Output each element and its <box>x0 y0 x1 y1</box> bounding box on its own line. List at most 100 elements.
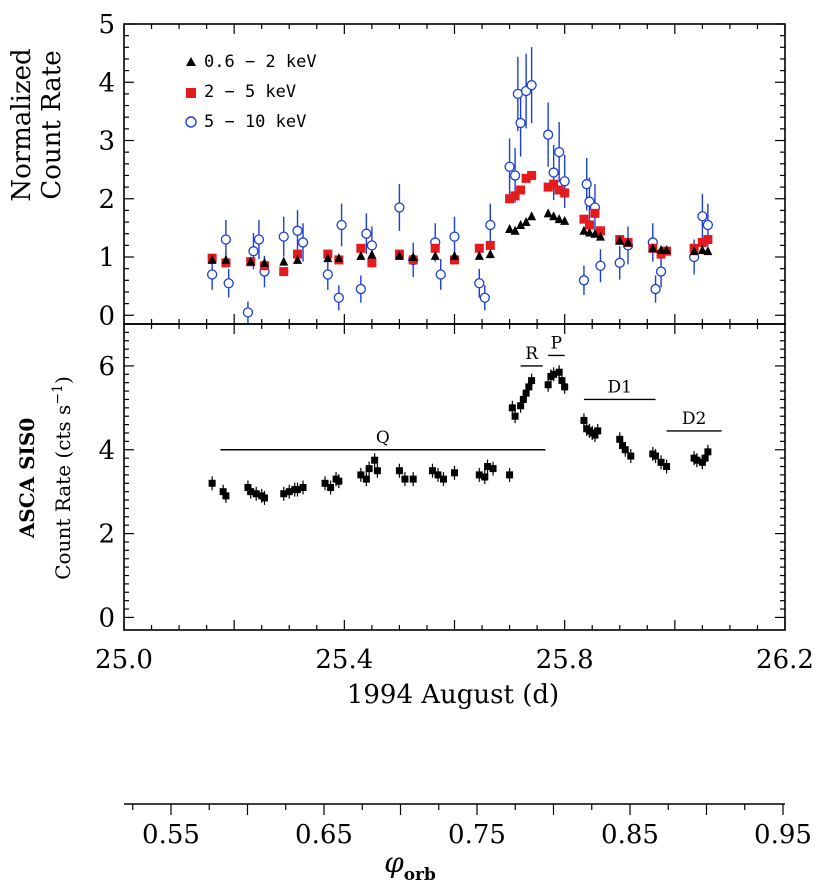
count-rate-point <box>506 471 514 479</box>
top-panel: 0 1 2 3 4 5 Normalized Count Rate 0.6 − 2 keV… <box>7 10 786 331</box>
hard-band-point <box>449 231 460 242</box>
medium-band-point <box>697 237 707 247</box>
hard-band-point <box>292 225 303 236</box>
hard-band-point <box>559 176 570 187</box>
count-rate-point <box>395 467 403 475</box>
medium-band-point <box>554 185 564 195</box>
hard-band-point <box>474 278 485 289</box>
medium-band-point <box>510 191 520 201</box>
x-axis-title: 1994 August (d) <box>347 680 559 710</box>
top-y-tick-label: 5 <box>98 10 115 40</box>
hard-band-point <box>242 307 254 318</box>
legend: 0.6 − 2 keV 2 − 5 keV 5 − 10 keV <box>185 52 317 132</box>
soft-band-point <box>207 254 217 264</box>
soft-band-point <box>510 225 520 235</box>
count-rate-point <box>701 454 709 462</box>
hard-band-point <box>542 129 554 140</box>
count-rate-point <box>484 463 492 471</box>
legend-item-medium: 2 − 5 keV <box>186 82 296 102</box>
soft-band-point <box>662 245 672 255</box>
phase-axis-subscript: orb <box>404 865 436 885</box>
count-rate-point <box>260 494 268 502</box>
legend-label-medium: 2 − 5 keV <box>204 82 296 102</box>
hard-band-point <box>526 80 537 91</box>
count-rate-point <box>519 395 527 403</box>
hard-band-point <box>578 275 590 286</box>
x-tick-label: 25.4 <box>315 645 373 675</box>
top-y-tick-label: 1 <box>98 243 115 273</box>
count-rate-point <box>704 448 712 456</box>
soft-band-point <box>590 228 600 238</box>
medium-band-point <box>505 194 515 204</box>
soft-band-point <box>334 253 344 263</box>
segment-label: D1 <box>608 377 632 397</box>
count-rate-point <box>327 483 335 491</box>
hard-band-point <box>366 240 378 251</box>
count-rate-point <box>285 488 293 496</box>
soft-band-point <box>279 256 289 266</box>
count-rate-point <box>561 383 569 391</box>
medium-band-point <box>356 243 366 253</box>
top-ylabel-line2: Count Rate <box>37 50 67 199</box>
hard-band-point <box>322 269 333 280</box>
bottom-ylabel-unit: Count Rate (cts s <box>51 405 75 580</box>
count-rate-point <box>657 458 665 466</box>
bottom-ylabel-line1: ASCA SIS0 <box>15 418 39 540</box>
medium-band-point <box>560 188 570 198</box>
medium-band-point <box>543 182 553 192</box>
top-y-tick-label: 4 <box>98 68 115 98</box>
count-rate-point <box>489 465 497 473</box>
count-rate-point <box>544 381 552 389</box>
count-rate-point <box>619 442 627 450</box>
x-tick-label: 25.8 <box>536 645 594 675</box>
hard-band-point <box>220 234 232 245</box>
count-rate-point <box>528 377 536 385</box>
soft-band-point <box>521 217 531 227</box>
count-rate-point <box>508 404 516 412</box>
soft-band-point <box>703 246 713 256</box>
medium-band-point <box>656 249 666 259</box>
soft-band-point <box>615 235 625 245</box>
medium-band-point <box>450 255 459 265</box>
hard-band-point <box>614 257 625 268</box>
soft-band-point <box>689 246 699 256</box>
bottom-y-tick-label: 0 <box>98 603 115 633</box>
medium-band-point <box>485 240 495 250</box>
x-tick-label: 26.2 <box>756 645 814 675</box>
count-rate-point <box>252 490 260 498</box>
phase-tick-label: 0.95 <box>754 820 812 850</box>
bottom-y-tick-label: 2 <box>98 520 115 550</box>
soft-band-point <box>408 252 418 262</box>
count-rate-point <box>222 492 230 500</box>
count-rate-point <box>525 383 533 391</box>
count-rate-point <box>616 435 624 443</box>
count-rate-point <box>321 479 329 487</box>
count-rate-point <box>511 412 519 420</box>
count-rate-point <box>335 477 343 485</box>
count-rate-point <box>244 483 252 491</box>
soft-band-point <box>474 250 484 260</box>
top-panel-data <box>206 47 714 324</box>
count-rate-point <box>652 452 660 460</box>
phase-tick-label: 0.85 <box>601 820 659 850</box>
count-rate-point <box>550 370 558 378</box>
count-rate-point <box>362 475 370 483</box>
legend-triangle-marker <box>186 57 196 66</box>
hard-band-point <box>394 202 405 213</box>
bottom-ylabel-exponent: −1 <box>50 384 66 405</box>
count-rate-point <box>219 488 227 496</box>
hard-band-point <box>650 283 661 295</box>
count-rate-point <box>439 475 447 483</box>
soft-band-point <box>549 211 559 221</box>
soft-band-point <box>259 257 269 267</box>
bottom-panel-ticks: 25.0 25.4 25.8 26.2 0 2 4 6 <box>95 323 814 675</box>
legend-square-marker <box>186 88 196 98</box>
count-rate-point <box>365 465 373 473</box>
soft-band-point <box>584 227 594 237</box>
legend-item-hard: 5 − 10 keV <box>185 112 306 132</box>
bottom-y-tick-label: 6 <box>98 352 115 382</box>
count-rate-point <box>693 456 701 464</box>
phase-axis: 0.55 0.65 0.75 0.85 0.95 φorb <box>124 803 812 885</box>
top-ylabel-line1: Normalized <box>7 48 37 201</box>
bottom-ylabel: ASCA SIS0 Count Rate (cts s−1) <box>15 376 75 580</box>
